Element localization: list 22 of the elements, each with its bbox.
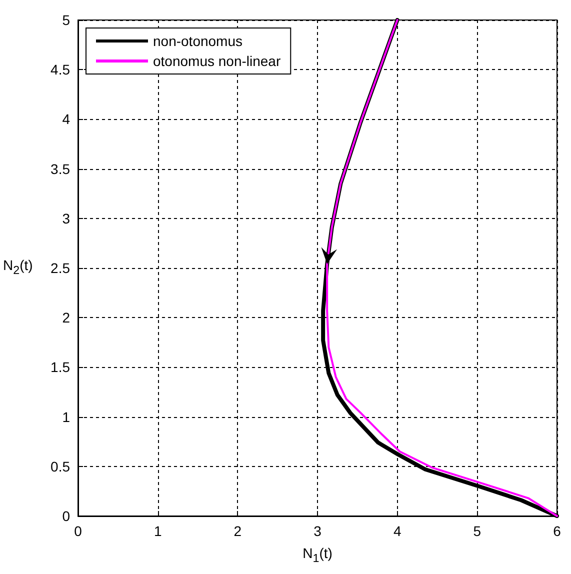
x-tick-label: 5 <box>473 523 482 539</box>
y-tick-label: 3 <box>62 210 70 226</box>
y-tick-label: 1.5 <box>50 359 70 376</box>
y-tick-label: 4 <box>62 111 70 128</box>
y-tick-label: 0.5 <box>50 458 70 474</box>
x-tick-label: 0 <box>74 523 82 539</box>
y-tick-label: 1 <box>62 408 70 425</box>
y-axis-title: N$_{2}$(t) <box>3 257 33 277</box>
x-tick-label: 6 <box>553 523 562 539</box>
y-tick-label: 3.5 <box>50 160 70 177</box>
x-tick-label: 3 <box>314 523 322 539</box>
y-tick-label: 2.5 <box>50 260 70 276</box>
x-tick-label: 2 <box>234 523 242 539</box>
y-tick-label: 4.5 <box>50 62 70 78</box>
x-tick-label: 4 <box>393 523 402 539</box>
y-tick-label: 2 <box>62 310 70 326</box>
x-tick-label: 1 <box>154 523 162 539</box>
y-tick-label: 5 <box>62 12 70 28</box>
legend-label: non-otonomus <box>153 33 243 49</box>
legend-label: otonomus non-linear <box>153 53 281 69</box>
y-tick-label: 0 <box>62 508 70 524</box>
x-axis-title: N$_{1}$(t) <box>302 545 332 565</box>
